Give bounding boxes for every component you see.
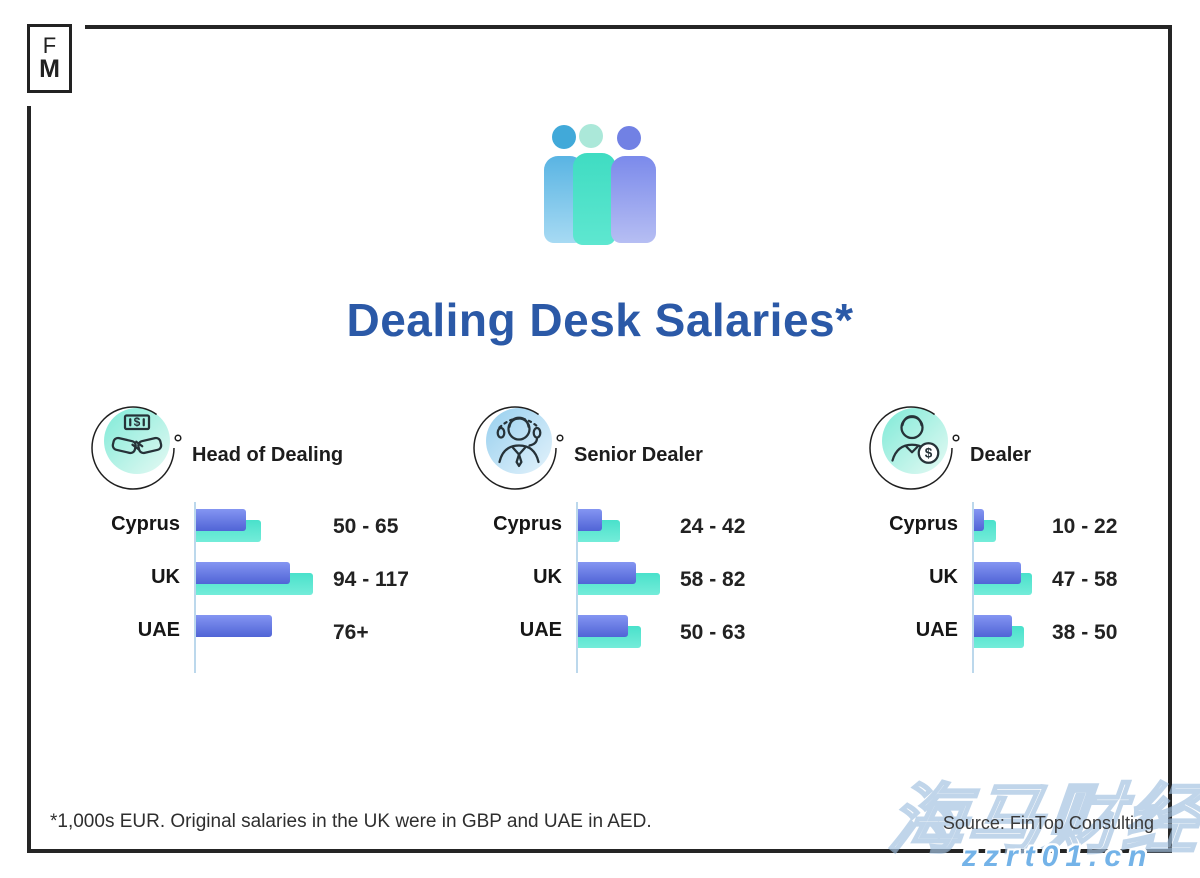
bar-range-low (974, 509, 984, 531)
category-label: UK (151, 566, 180, 588)
category-label: Cyprus (493, 513, 562, 535)
category-label: UK (929, 566, 958, 588)
bar-area: 10 - 22 (972, 502, 1196, 555)
bar-area: 94 - 117 (194, 555, 418, 608)
category-label: UAE (915, 619, 958, 641)
value-label: 50 - 63 (680, 621, 746, 644)
bar-area: 50 - 63 (576, 608, 800, 661)
section-header: $ Head of Dealing (88, 398, 418, 494)
chart-row-cyprus: Cyprus 50 - 65 (88, 502, 418, 555)
chart-row-uae: UAE 38 - 50 (866, 608, 1196, 661)
bar-range-low (974, 562, 1021, 584)
decorative-arc-icon (869, 406, 960, 490)
dealer-chart: Cyprus 10 - 22 UK 47 - 58 UAE 38 - 50 (866, 502, 1196, 673)
bar-range-low (974, 615, 1012, 637)
value-label: 94 - 117 (333, 568, 409, 591)
bar-range-low (196, 562, 290, 584)
value-label: 38 - 50 (1052, 621, 1118, 644)
bar-range-low (578, 615, 628, 637)
frame-border-left (27, 106, 31, 853)
bar-range-low (196, 509, 246, 531)
page-title: Dealing Desk Salaries* (346, 293, 854, 346)
frame-border-right (1168, 25, 1172, 853)
dealer-coin-icon: $ (891, 415, 940, 464)
decorative-arc-icon (473, 406, 564, 490)
value-label: 76+ (333, 621, 369, 644)
category-label: UAE (519, 619, 562, 641)
value-label: 58 - 82 (680, 568, 746, 591)
section-title: Dealer (970, 443, 1032, 466)
chart-row-uk: UK 94 - 117 (88, 555, 418, 608)
senior-dealer-chart: Cyprus 24 - 42 UK 58 - 82 UAE 50 - 63 (470, 502, 800, 673)
axis-line-extension (576, 661, 800, 673)
value-label: 47 - 58 (1052, 568, 1118, 591)
section-title: Senior Dealer (574, 443, 703, 466)
bar-area: 47 - 58 (972, 555, 1196, 608)
bar-area: 58 - 82 (576, 555, 800, 608)
handshake-money-icon: $ (111, 414, 163, 455)
watermark-site-url: zzrt01.cn (962, 840, 1154, 873)
senior-dealer-icon (470, 398, 566, 494)
bar-range-low (578, 562, 636, 584)
bar-range-low (196, 615, 272, 637)
axis-line-extension (194, 661, 418, 673)
svg-text:$: $ (134, 415, 141, 429)
value-label: 24 - 42 (680, 515, 746, 538)
section-dealer: $ Dealer Cyprus 10 - 22 UK 47 - 58 UAE 38 - 5… (866, 398, 1196, 673)
frame-border-bottom (27, 849, 1172, 853)
dealer-icon: $ (866, 398, 962, 494)
chart-row-uk: UK 58 - 82 (470, 555, 800, 608)
head-of-dealing-icon: $ (88, 398, 184, 494)
chart-row-cyprus: Cyprus 10 - 22 (866, 502, 1196, 555)
section-header: $ Dealer (866, 398, 1196, 494)
footnote-text: *1,000s EUR. Original salaries in the UK… (50, 811, 652, 832)
logo-letter-m: M (39, 55, 60, 83)
section-title: Head of Dealing (192, 443, 344, 466)
frame-border-top (85, 25, 1172, 29)
svg-text:$: $ (925, 446, 933, 461)
dealer-headset-icon (496, 416, 542, 468)
bar-area: 38 - 50 (972, 608, 1196, 661)
category-label: UAE (137, 619, 180, 641)
decorative-arc-icon (91, 406, 182, 490)
chart-row-uk: UK 47 - 58 (866, 555, 1196, 608)
section-senior-dealer: Senior Dealer Cyprus 24 - 42 UK 58 - 82 UAE 5… (470, 398, 800, 673)
section-header: Senior Dealer (470, 398, 800, 494)
chart-row-uae: UAE 50 - 63 (470, 608, 800, 661)
bar-area: 24 - 42 (576, 502, 800, 555)
logo-letter-f: F (42, 33, 57, 58)
bar-area: 76+ (194, 608, 418, 661)
value-label: 10 - 22 (1052, 515, 1118, 538)
head-of-dealing-chart: Cyprus 50 - 65 UK 94 - 117 UAE 76+ (88, 502, 418, 673)
fm-logo: F M (27, 24, 72, 93)
category-label: Cyprus (111, 513, 180, 535)
bar-range-low (578, 509, 602, 531)
source-text: Source: FinTop Consulting (942, 813, 1154, 833)
chart-row-uae: UAE 76+ (88, 608, 418, 661)
three-people-icon (544, 84, 656, 245)
section-head-of-dealing: $ Head of Dealing Cyprus 50 - 65 UK 94 - 11… (88, 398, 418, 673)
axis-line-extension (972, 661, 1196, 673)
bar-area: 50 - 65 (194, 502, 418, 555)
category-label: Cyprus (889, 513, 958, 535)
value-label: 50 - 65 (333, 515, 399, 538)
category-label: UK (533, 566, 562, 588)
chart-row-cyprus: Cyprus 24 - 42 (470, 502, 800, 555)
